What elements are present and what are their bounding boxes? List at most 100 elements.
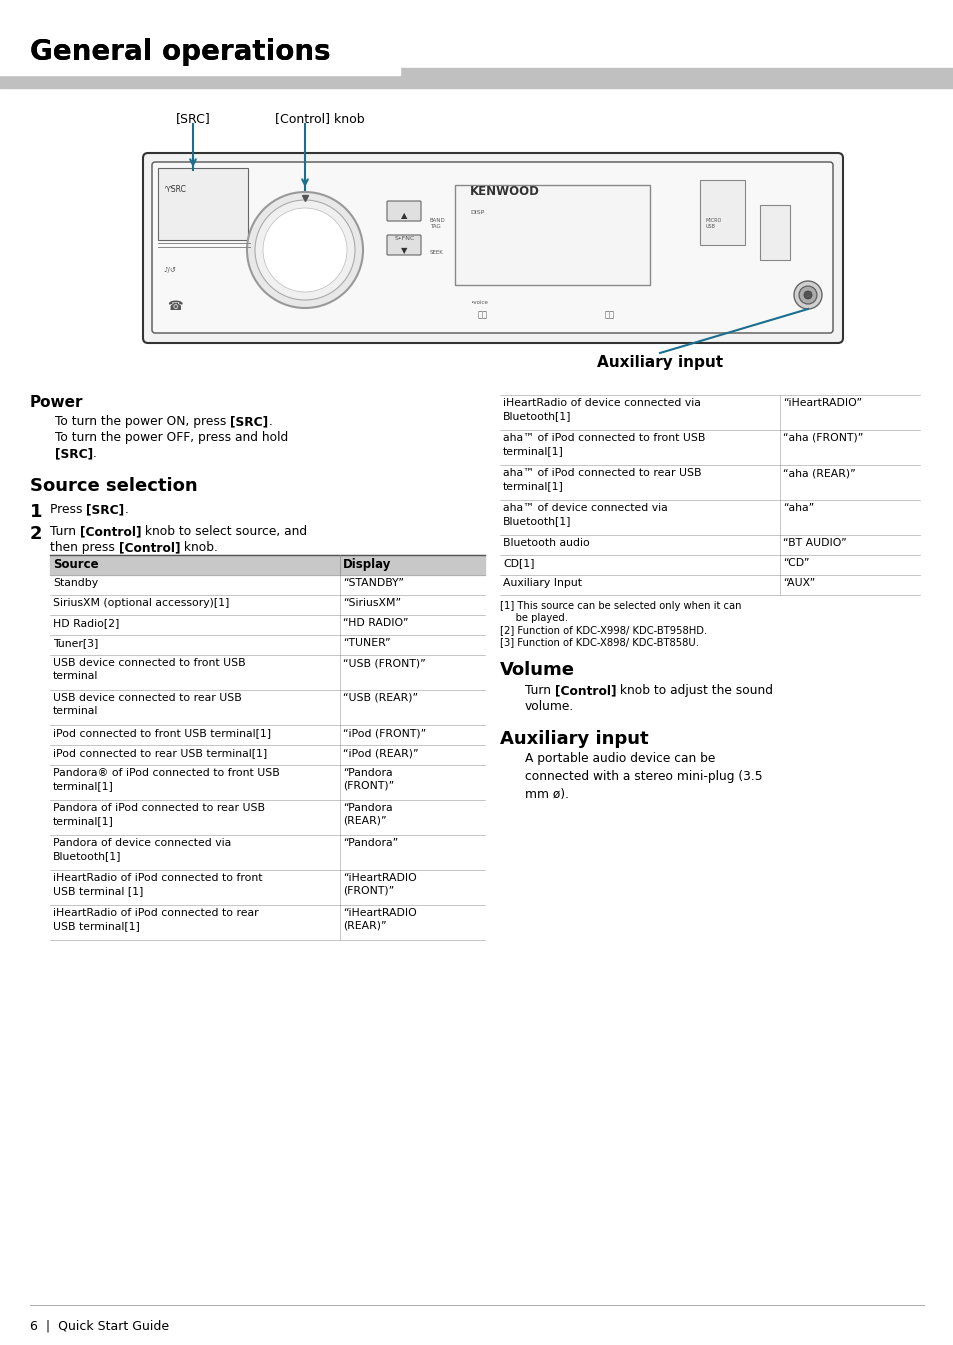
- Text: “USB (FRONT)”: “USB (FRONT)”: [343, 658, 425, 668]
- Text: .: .: [125, 503, 129, 516]
- Bar: [700, 180, 744, 245]
- Text: Source selection: Source selection: [30, 477, 197, 495]
- Circle shape: [247, 192, 363, 308]
- Text: [Control]: [Control]: [118, 541, 180, 554]
- Text: Pandora of iPod connected to rear USB
terminal[1]: Pandora of iPod connected to rear USB te…: [53, 803, 265, 826]
- Text: [SRC]: [SRC]: [87, 503, 125, 516]
- Text: CD[1]: CD[1]: [502, 558, 534, 568]
- Text: iPod connected to rear USB terminal[1]: iPod connected to rear USB terminal[1]: [53, 748, 267, 759]
- Circle shape: [803, 291, 811, 299]
- Text: [3] Function of KDC-X898/ KDC-BT858U.: [3] Function of KDC-X898/ KDC-BT858U.: [499, 638, 699, 647]
- Text: “SiriusXM”: “SiriusXM”: [343, 599, 400, 608]
- Text: knob.: knob.: [180, 541, 218, 554]
- Bar: [158, 168, 248, 239]
- Text: [SRC]: [SRC]: [55, 447, 93, 460]
- Text: Turn: Turn: [524, 685, 555, 697]
- Text: ♈SRC: ♈SRC: [165, 186, 187, 194]
- Text: 2: 2: [30, 525, 43, 543]
- Text: USB device connected to front USB
terminal: USB device connected to front USB termin…: [53, 658, 245, 681]
- FancyBboxPatch shape: [387, 200, 420, 221]
- Text: Auxiliary input: Auxiliary input: [499, 730, 648, 748]
- Text: “iHeartRADIO
(FRONT)”: “iHeartRADIO (FRONT)”: [343, 873, 416, 896]
- Text: “iHeartRADIO”: “iHeartRADIO”: [782, 398, 862, 408]
- Text: Turn: Turn: [50, 525, 80, 538]
- Text: “iPod (REAR)”: “iPod (REAR)”: [343, 748, 418, 759]
- Text: To turn the power OFF, press and hold: To turn the power OFF, press and hold: [55, 430, 288, 444]
- Text: “USB (REAR)”: “USB (REAR)”: [343, 693, 417, 703]
- Text: BAND
TAG: BAND TAG: [430, 218, 445, 229]
- Text: KENWOOD: KENWOOD: [470, 186, 539, 198]
- Text: DISP: DISP: [470, 210, 484, 215]
- Text: Press: Press: [50, 503, 87, 516]
- Text: “aha (REAR)”: “aha (REAR)”: [782, 468, 855, 477]
- Text: knob to select source, and: knob to select source, and: [141, 525, 307, 538]
- Text: “aha”: “aha”: [782, 503, 814, 512]
- FancyBboxPatch shape: [152, 161, 832, 334]
- Text: “CD”: “CD”: [782, 558, 809, 568]
- Text: aha™ of device connected via
Bluetooth[1]: aha™ of device connected via Bluetooth[1…: [502, 503, 667, 526]
- Text: “STANDBY”: “STANDBY”: [343, 578, 403, 588]
- Circle shape: [793, 281, 821, 309]
- Text: “Pandora
(FRONT)”: “Pandora (FRONT)”: [343, 768, 394, 791]
- Bar: [0, 69, 953, 87]
- Text: “Pandora”: “Pandora”: [343, 838, 397, 847]
- Text: SEEK: SEEK: [430, 250, 443, 256]
- Text: “Pandora
(REAR)”: “Pandora (REAR)”: [343, 803, 393, 826]
- Text: Auxiliary input: Auxiliary input: [597, 355, 722, 370]
- Text: “AUX”: “AUX”: [782, 578, 815, 588]
- Text: Power: Power: [30, 395, 84, 410]
- Text: Volume: Volume: [499, 660, 575, 679]
- Text: knob to adjust the sound: knob to adjust the sound: [616, 685, 773, 697]
- Text: iHeartRadio of iPod connected to rear
USB terminal[1]: iHeartRadio of iPod connected to rear US…: [53, 908, 258, 931]
- Text: iPod connected to front USB terminal[1]: iPod connected to front USB terminal[1]: [53, 728, 271, 738]
- Text: ⏮⏮: ⏮⏮: [477, 309, 488, 319]
- Bar: [50, 555, 484, 576]
- Text: Pandora® of iPod connected to front USB
terminal[1]: Pandora® of iPod connected to front USB …: [53, 768, 279, 791]
- Text: 6  |  Quick Start Guide: 6 | Quick Start Guide: [30, 1319, 169, 1333]
- Bar: [760, 204, 789, 260]
- Text: “iPod (FRONT)”: “iPod (FRONT)”: [343, 728, 426, 738]
- Text: “HD RADIO”: “HD RADIO”: [343, 617, 408, 628]
- Text: MICRO
USB: MICRO USB: [705, 218, 721, 229]
- Bar: [0, 50, 399, 75]
- Text: HD Radio[2]: HD Radio[2]: [53, 617, 119, 628]
- FancyBboxPatch shape: [387, 235, 420, 256]
- FancyBboxPatch shape: [143, 153, 842, 343]
- Text: 1: 1: [30, 503, 43, 521]
- Text: [1] This source can be selected only when it can: [1] This source can be selected only whe…: [499, 601, 740, 611]
- Text: aha™ of iPod connected to front USB
terminal[1]: aha™ of iPod connected to front USB term…: [502, 433, 704, 456]
- Text: “aha (FRONT)”: “aha (FRONT)”: [782, 433, 862, 443]
- Text: aha™ of iPod connected to rear USB
terminal[1]: aha™ of iPod connected to rear USB termi…: [502, 468, 700, 491]
- Text: SiriusXM (optional accessory)[1]: SiriusXM (optional accessory)[1]: [53, 599, 229, 608]
- Text: ▼: ▼: [400, 246, 407, 256]
- Text: ♪/↺: ♪/↺: [163, 268, 175, 273]
- Circle shape: [263, 208, 347, 292]
- Text: A portable audio device can be
connected with a stereo mini-plug (3.5
mm ø).: A portable audio device can be connected…: [524, 752, 761, 802]
- Text: “iHeartRADIO
(REAR)”: “iHeartRADIO (REAR)”: [343, 908, 416, 931]
- Text: [2] Function of KDC-X998/ KDC-BT958HD.: [2] Function of KDC-X998/ KDC-BT958HD.: [499, 625, 706, 635]
- Text: •voice: •voice: [470, 300, 487, 305]
- Text: iHeartRadio of iPod connected to front
USB terminal [1]: iHeartRadio of iPod connected to front U…: [53, 873, 262, 896]
- Text: .: .: [93, 447, 97, 460]
- Text: General operations: General operations: [30, 38, 331, 66]
- Text: [SRC]: [SRC]: [175, 112, 211, 125]
- Text: Standby: Standby: [53, 578, 98, 588]
- Text: “TUNER”: “TUNER”: [343, 638, 390, 648]
- Text: To turn the power ON, press: To turn the power ON, press: [55, 416, 230, 428]
- Circle shape: [799, 286, 816, 304]
- Text: Tuner[3]: Tuner[3]: [53, 638, 98, 648]
- Text: S•FNC: S•FNC: [395, 235, 415, 241]
- Text: Bluetooth audio: Bluetooth audio: [502, 538, 589, 547]
- Text: ☎: ☎: [167, 300, 182, 313]
- Text: be played.: be played.: [499, 613, 567, 623]
- Bar: [455, 186, 649, 285]
- Text: “BT AUDIO”: “BT AUDIO”: [782, 538, 846, 547]
- Text: iHeartRadio of device connected via
Bluetooth[1]: iHeartRadio of device connected via Blue…: [502, 398, 700, 421]
- Text: Auxiliary Input: Auxiliary Input: [502, 578, 581, 588]
- Text: [Control]: [Control]: [555, 685, 616, 697]
- Text: USB device connected to rear USB
terminal: USB device connected to rear USB termina…: [53, 693, 241, 716]
- Text: Display: Display: [343, 558, 391, 572]
- Text: .: .: [268, 416, 272, 428]
- Text: Pandora of device connected via
Bluetooth[1]: Pandora of device connected via Bluetoot…: [53, 838, 231, 861]
- Text: volume.: volume.: [524, 699, 574, 713]
